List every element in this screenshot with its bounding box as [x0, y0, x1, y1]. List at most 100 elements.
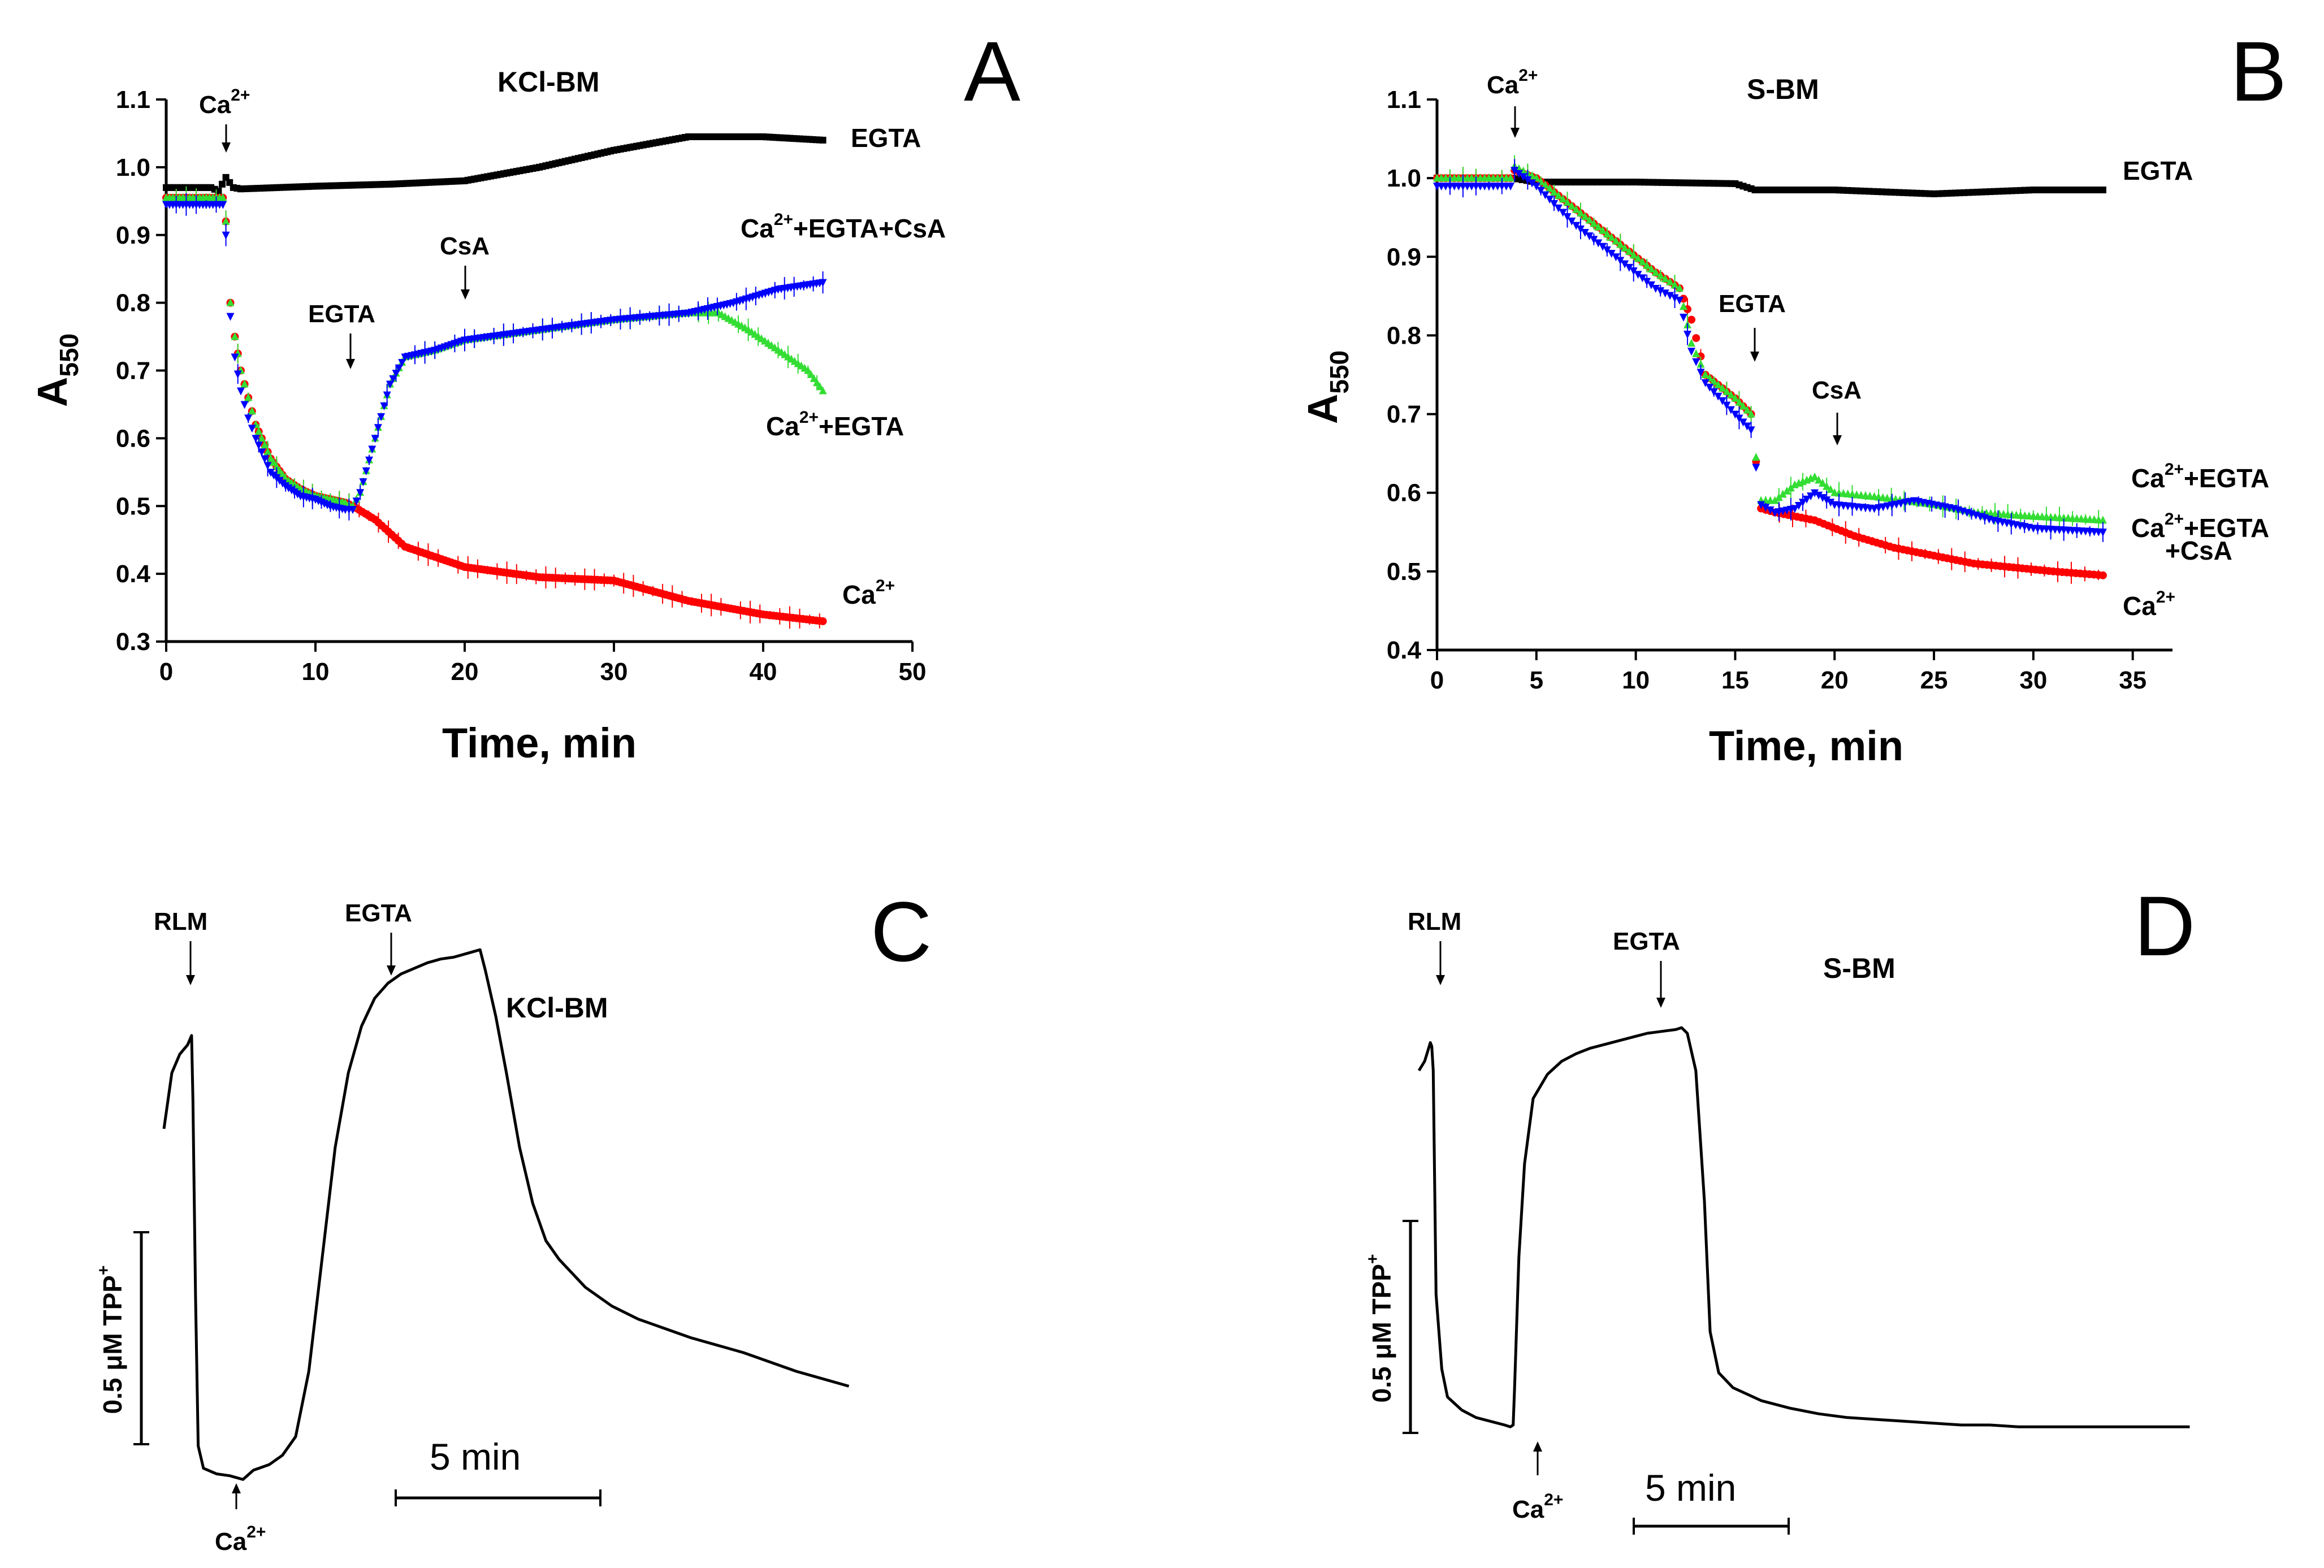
panel-a-point: [240, 401, 249, 409]
panel-d-trace: [1417, 1026, 2190, 1428]
panel-a-y-tick-label: 0.9: [116, 222, 150, 249]
panel-b-point: [1762, 504, 1770, 512]
panel-b-point: [1634, 271, 1642, 279]
panel-b-x-tick-label: 25: [1920, 666, 1948, 694]
panel-b-point: [1546, 196, 1554, 204]
panel-a-label-ca: Ca2+: [842, 577, 895, 609]
panel-b-point: [1537, 187, 1545, 195]
panel-b-point: [1651, 284, 1660, 293]
panel-b-y-label: A550: [1299, 350, 1354, 424]
panel-a-point: [392, 370, 400, 378]
panel-a-point: [804, 366, 812, 374]
panel-b-point: [2098, 516, 2107, 524]
panel-b-point: [1554, 191, 1563, 200]
panel-b-point: [1581, 228, 1589, 237]
panel-b-point: [1576, 208, 1585, 216]
panel-b-arrowhead-egta: [1750, 352, 1759, 362]
panel-a-y-tick-label: 0.6: [116, 425, 150, 452]
panel-a-x-tick-label: 20: [451, 658, 479, 686]
panel-b-point: [1612, 253, 1620, 262]
panel-b-point: [1718, 383, 1726, 392]
svg-text:0.5 μM TPP+: 0.5 μM TPP+: [94, 1266, 127, 1414]
panel-a-point: [819, 136, 826, 144]
panel-a-point: [240, 379, 249, 388]
panel-b-point: [1803, 495, 1811, 504]
panel-b-point: [1757, 501, 1765, 509]
panel-c-arrowhead-rlm: [186, 975, 195, 985]
panel-b-x-label: Time, min: [1709, 722, 1903, 769]
panel-b-label-ca: Ca2+: [2123, 588, 2175, 621]
panel-b-series-3: [1433, 159, 2107, 542]
panel-b-point: [1815, 475, 1823, 484]
panel-a-x-label: Time, min: [442, 720, 637, 766]
panel-b-point: [1585, 232, 1594, 241]
panel-b-point: [1511, 167, 1519, 175]
panel-b-point: [1581, 212, 1589, 220]
panel-a-point: [272, 462, 281, 470]
panel-b-x-tick-label: 15: [1721, 666, 1749, 694]
panel-b-point: [1651, 268, 1660, 276]
panel-b-point: [1747, 409, 1755, 418]
panel-b-point: [1625, 247, 1633, 255]
panel-a-series-0: [163, 133, 826, 194]
panel-b-point: [1778, 490, 1787, 498]
panel-a-arrowhead-ca: [222, 142, 231, 153]
panel-b-point: [1661, 274, 1669, 283]
panel-a-letter: A: [964, 24, 1020, 119]
panel-a-ann-ca: Ca2+: [199, 86, 250, 119]
panel-b-point: [1638, 257, 1647, 266]
panel-a-point: [219, 201, 227, 209]
panel-b-ann-ca: Ca2+: [1487, 66, 1538, 99]
panel-b-y-tick-label: 1.1: [1387, 86, 1421, 114]
panel-b-point: [1638, 274, 1647, 283]
panel-c-letter: C: [871, 884, 932, 979]
panel-b-x-tick-label: 20: [1821, 666, 1849, 694]
panel-b-point: [1790, 505, 1799, 513]
panel-b-point: [1684, 331, 1692, 339]
panel-b-point: [1594, 222, 1603, 231]
panel-a-x-tick-label: 0: [159, 658, 173, 686]
panel-a-point: [219, 193, 227, 201]
panel-a-point: [810, 374, 818, 382]
panel-b-point: [1815, 491, 1823, 500]
panel-a-point: [359, 478, 367, 487]
panel-b-x-tick-label: 35: [2119, 666, 2146, 694]
panel-b-point: [1594, 239, 1603, 248]
panel-a-y-tick-label: 0.3: [116, 628, 150, 656]
panel-b-point: [1590, 219, 1598, 227]
panel-a-point: [374, 424, 382, 432]
panel-b-data: [1433, 155, 2107, 584]
panel-a-point: [371, 435, 379, 443]
panel-a-point: [261, 455, 269, 464]
panel-a-point: [257, 434, 266, 442]
panel-a-point: [231, 353, 239, 362]
panel-b-series-labels: EGTA Ca2++EGTA Ca2++EGTA +CsA Ca2+: [2123, 156, 2269, 621]
panel-b-y-tick-label: 0.6: [1387, 479, 1421, 507]
panel-b-ann-csa: CsA: [1812, 376, 1862, 404]
panel-a-data: [162, 133, 827, 629]
panel-a-point: [226, 298, 235, 306]
panel-b-point: [1714, 380, 1723, 388]
panel-a-point: [270, 458, 278, 466]
panel-d-time-scale-label: 5 min: [1645, 1467, 1736, 1509]
svg-text:A550: A550: [1299, 350, 1354, 424]
panel-b-point: [1687, 315, 1696, 324]
panel-d-ann-rlm: RLM: [1408, 908, 1461, 935]
panel-b-point: [1519, 173, 1527, 181]
panel-b-ann-egta: EGTA: [1719, 290, 1786, 318]
panel-b-letter: B: [2230, 24, 2287, 119]
panel-b-point: [2098, 529, 2107, 537]
panel-b-label-ca-egta: Ca2++EGTA: [2131, 460, 2269, 493]
panel-c-ann-rlm: RLM: [154, 908, 207, 935]
panel-b-point: [1550, 187, 1559, 196]
panel-b-point: [1739, 401, 1747, 410]
panel-b-point: [1766, 506, 1775, 514]
panel-b-point: [1634, 254, 1642, 262]
panel-b-point: [1687, 339, 1696, 347]
panel-a-y-label: A550: [29, 333, 84, 407]
panel-a-point: [266, 454, 275, 462]
panel-b-point: [1775, 493, 1783, 501]
panel-c-arrowhead-ca: [232, 1483, 241, 1493]
panel-a-point: [252, 435, 260, 443]
panel-b-point: [1752, 453, 1760, 461]
